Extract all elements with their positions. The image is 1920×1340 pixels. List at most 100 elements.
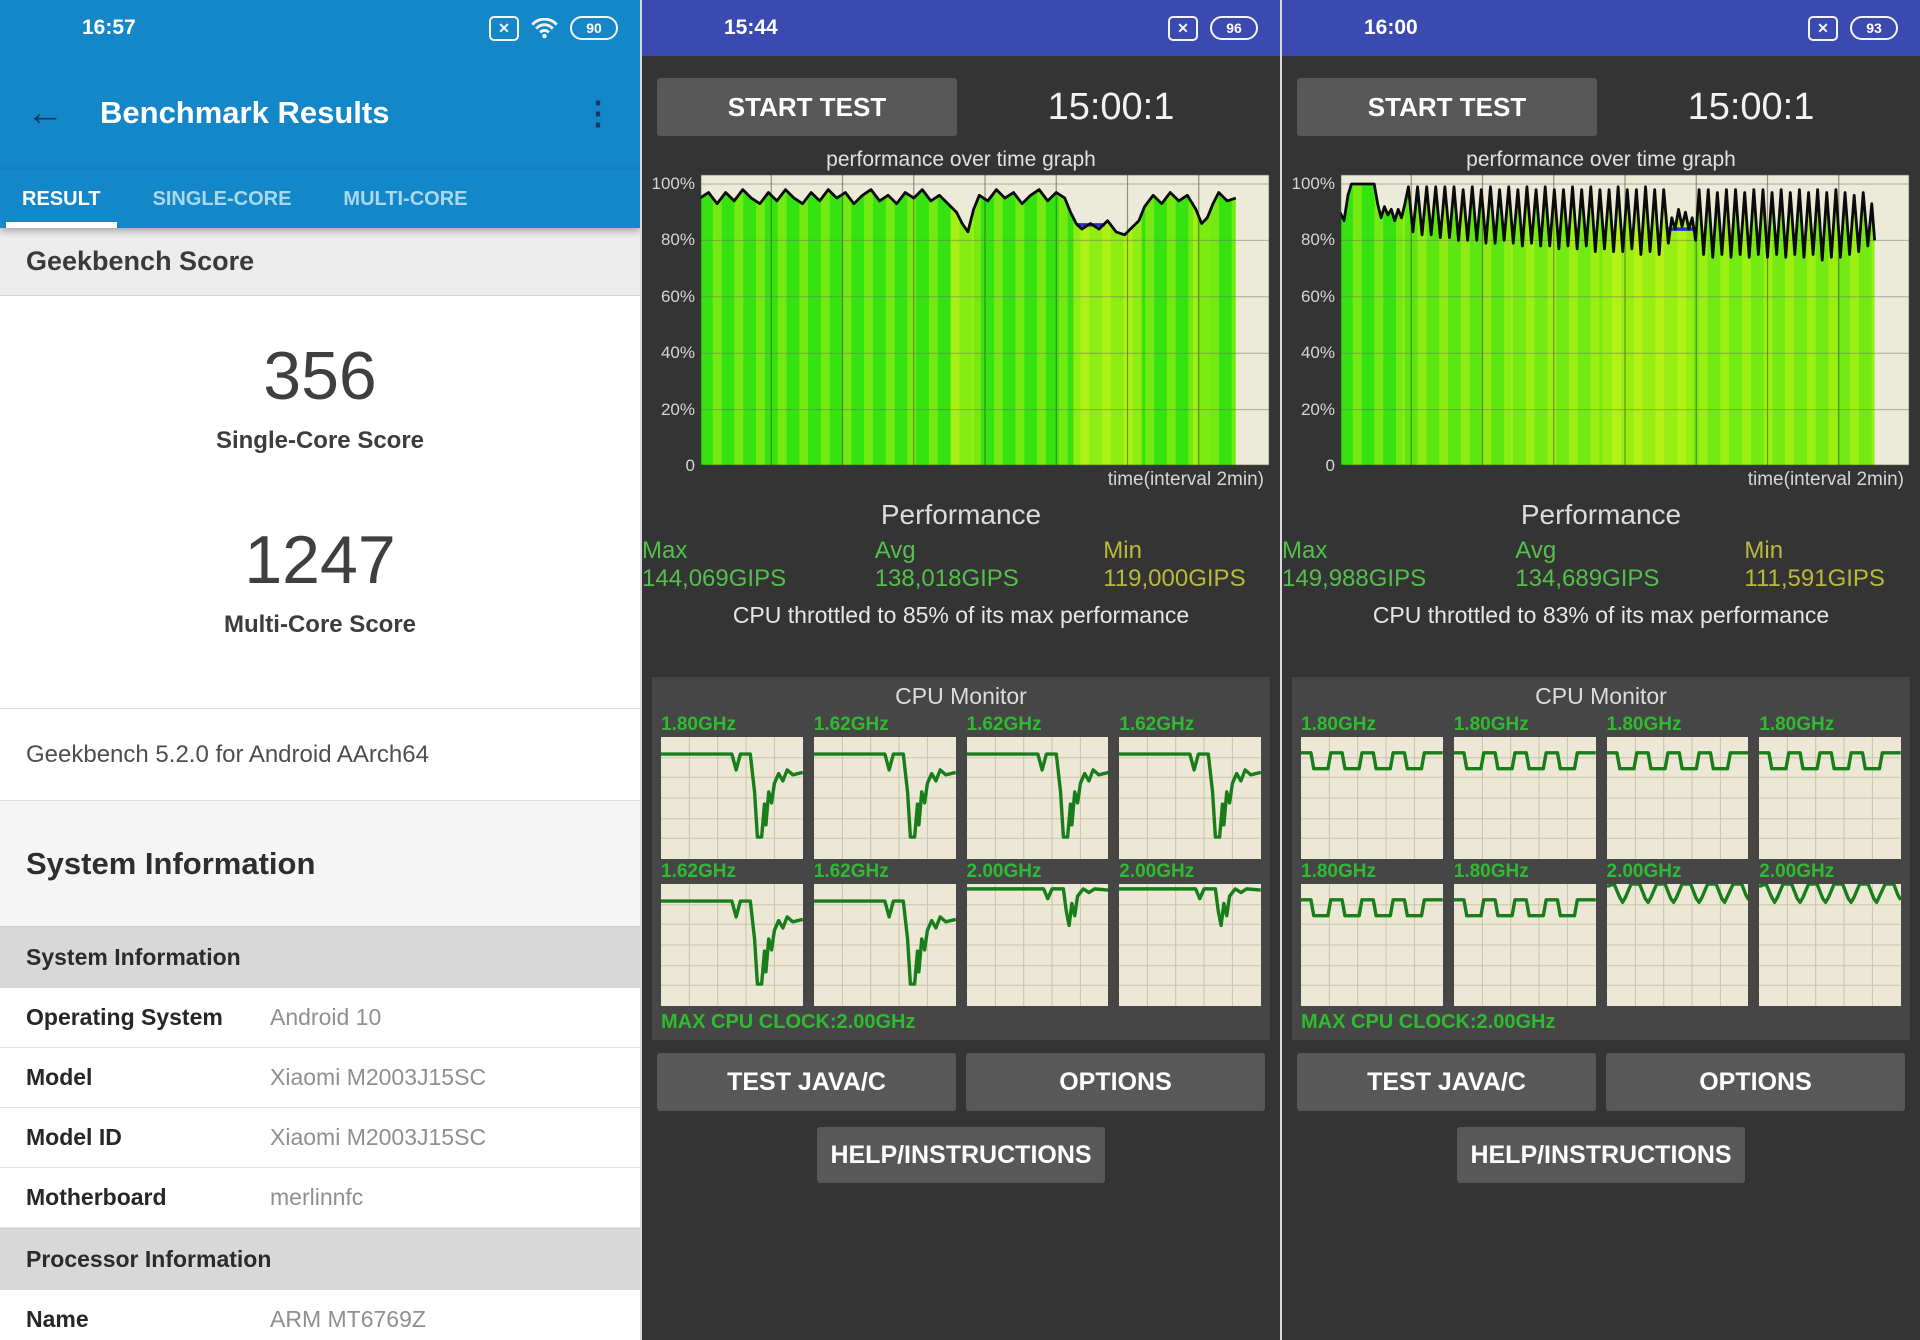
wifi-icon — [531, 17, 558, 38]
core-frequency-graph — [966, 737, 1109, 859]
cpu-core-cell: 1.80GHz — [661, 712, 803, 859]
back-arrow-icon[interactable]: ← — [26, 92, 64, 134]
geekbench-results-panel: 16:57 90 ← Benchmark Results ⋮ RESULT SIN… — [0, 0, 640, 1340]
y-tick-label: 60% — [1300, 286, 1335, 306]
performance-section-title: Performance — [1520, 499, 1682, 530]
status-icons: 93 — [1808, 15, 1898, 41]
cpu-core-cell: 1.80GHz — [1606, 712, 1749, 859]
y-tick-label: 60% — [660, 286, 695, 306]
test-control-row: START TEST 15:00:1 — [642, 56, 1280, 136]
core-frequency-graph — [1453, 884, 1596, 1006]
row-value: Xiaomi M2003J15SC — [270, 1124, 487, 1150]
cpu-core-cell: 2.00GHz — [1759, 859, 1901, 1006]
start-test-button[interactable]: START TEST — [657, 78, 957, 136]
sim-missing-icon — [489, 15, 519, 41]
table-row: Operating System Android 10 — [0, 988, 640, 1048]
cpu-monitor-section: CPU Monitor 1.80GHz 1.80GHz 1.80GHz 1.80GHz… — [1292, 677, 1910, 1040]
y-tick-label: 80% — [660, 230, 695, 250]
core-frequency-graph — [1453, 737, 1596, 859]
performance-chart-area: 100% 80% 60% 40% 20% 0 — [1292, 174, 1910, 475]
performance-section-title: Performance — [880, 499, 1042, 530]
core-frequency-label: 1.62GHz — [966, 714, 1042, 735]
y-tick-label: 40% — [660, 343, 695, 363]
cpu-core-cell: 1.80GHz — [1301, 859, 1443, 1006]
core-frequency-label: 1.80GHz — [1759, 714, 1835, 735]
core-frequency-label: 1.62GHz — [813, 714, 889, 735]
max-cpu-clock-text: MAX CPU CLOCK:2.00GHz — [661, 1011, 916, 1033]
y-tick-label: 20% — [1300, 399, 1335, 419]
core-frequency-label: 1.62GHz — [661, 861, 736, 882]
test-java-c-button[interactable]: TEST JAVA/C — [657, 1053, 956, 1111]
status-time: 16:57 — [82, 16, 136, 39]
throttle-result-text: CPU throttled to 85% of its max performa… — [732, 602, 1190, 628]
system-information-heading: System Information — [0, 800, 640, 926]
status-icons: 96 — [1168, 15, 1258, 41]
test-timer: 15:00:1 — [1687, 85, 1815, 128]
row-label: Model ID — [26, 1124, 122, 1150]
y-tick-label: 100% — [651, 173, 695, 193]
max-gips-stat: Max 144,069GIPS — [642, 537, 787, 592]
section-header: System Information — [0, 926, 640, 988]
core-frequency-label: 1.80GHz — [1453, 714, 1529, 735]
geekbench-version-text: Geekbench 5.2.0 for Android AArch64 — [0, 708, 640, 800]
cpu-core-cell: 1.62GHz — [1119, 712, 1261, 859]
max-cpu-clock-text: MAX CPU CLOCK:2.00GHz — [1301, 1011, 1556, 1033]
cpu-core-cell: 2.00GHz — [1119, 859, 1261, 1006]
status-bar: 16:57 90 — [0, 0, 640, 56]
core-frequency-graph — [1606, 884, 1749, 1006]
test-java-c-button[interactable]: TEST JAVA/C — [1297, 1053, 1596, 1111]
core-frequency-label: 1.80GHz — [1453, 861, 1529, 882]
help-instructions-button[interactable]: HELP/INSTRUCTIONS — [817, 1127, 1105, 1183]
cpu-core-cell: 1.62GHz — [813, 859, 956, 1006]
tab-multi-core[interactable]: MULTI-CORE — [343, 187, 468, 210]
y-axis-labels: 100% 80% 60% 40% 20% 0 — [1292, 174, 1340, 475]
core-frequency-graph — [1119, 737, 1261, 859]
cpu-monitor-section: CPU Monitor 1.80GHz 1.62GHz 1.62GHz 1.62GHz… — [652, 677, 1270, 1040]
help-instructions-button[interactable]: HELP/INSTRUCTIONS — [1457, 1127, 1745, 1183]
core-frequency-graph — [966, 884, 1109, 1006]
performance-chart — [700, 174, 1270, 466]
y-tick-label: 0 — [685, 456, 695, 475]
y-tick-label: 80% — [1300, 230, 1335, 250]
table-row: Model ID Xiaomi M2003J15SC — [0, 1108, 640, 1168]
action-button-row: TEST JAVA/C OPTIONS — [1282, 1040, 1920, 1111]
cpu-core-cell: 1.80GHz — [1453, 859, 1596, 1006]
section-header-geekbench-score: Geekbench Score — [0, 228, 640, 296]
battery-icon: 90 — [570, 16, 618, 40]
min-gips-stat: Min 111,591GIPS — [1744, 537, 1885, 592]
section-header: Processor Information — [0, 1228, 640, 1290]
start-test-button[interactable]: START TEST — [1297, 78, 1597, 136]
x-axis-label: time(interval 2min) — [1747, 469, 1904, 490]
tab-bar: RESULT SINGLE-CORE MULTI-CORE — [0, 170, 640, 228]
row-value: Android 10 — [270, 1004, 382, 1030]
multi-core-score-value: 1247 — [244, 522, 396, 598]
performance-chart-area: 100% 80% 60% 40% 20% 0 — [651, 173, 1270, 475]
core-frequency-label: 1.80GHz — [661, 714, 736, 735]
core-frequency-graph — [1119, 884, 1261, 1006]
status-bar: 16:00 93 — [1282, 0, 1920, 56]
max-gips-stat: Max 149,988GIPS — [1282, 537, 1427, 592]
overflow-menu-icon[interactable]: ⋮ — [582, 95, 614, 131]
action-button-row: TEST JAVA/C OPTIONS — [642, 1040, 1280, 1111]
table-row: Name ARM MT6769Z — [0, 1290, 640, 1340]
row-label: Operating System — [26, 1004, 223, 1030]
core-frequency-graph — [1301, 737, 1443, 859]
options-button[interactable]: OPTIONS — [966, 1053, 1265, 1111]
y-tick-label: 20% — [660, 399, 695, 419]
core-frequency-label: 1.80GHz — [1301, 861, 1376, 882]
cpu-core-cell: 2.00GHz — [1606, 859, 1749, 1006]
cpu-core-cell: 1.62GHz — [813, 712, 956, 859]
row-label: Model — [26, 1064, 93, 1090]
core-frequency-graph — [1606, 737, 1749, 859]
system-information-table: System Information Operating System Androi… — [0, 926, 640, 1340]
tab-single-core[interactable]: SINGLE-CORE — [152, 187, 292, 210]
sim-missing-icon — [1808, 15, 1838, 41]
tab-result[interactable]: RESULT — [6, 170, 116, 228]
cpu-core-cell: 1.80GHz — [1453, 712, 1596, 859]
core-frequency-graph — [813, 737, 956, 859]
options-button[interactable]: OPTIONS — [1606, 1053, 1905, 1111]
avg-gips-stat: Avg 134,689GIPS — [1515, 537, 1660, 592]
core-frequency-graph — [661, 884, 803, 1006]
core-frequency-label: 2.00GHz — [966, 861, 1042, 882]
core-frequency-graph — [813, 884, 956, 1006]
